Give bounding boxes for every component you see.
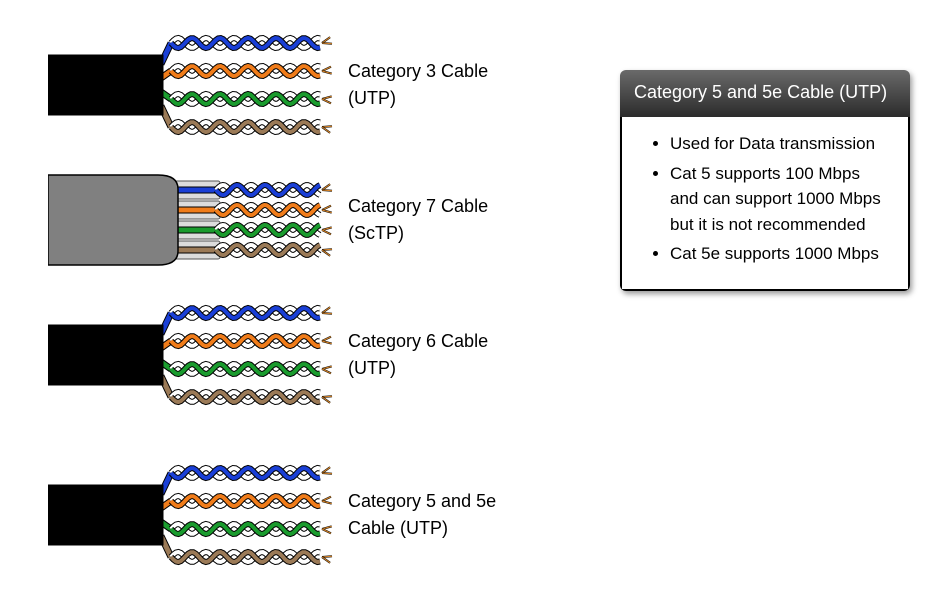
- cable-row: Category 6 Cable (UTP): [48, 290, 528, 420]
- info-card-bullet: Cat 5 supports 100 Mbps and can support …: [670, 161, 890, 238]
- cable-label: Category 3 Cable (UTP): [348, 58, 528, 112]
- info-card-bullet: Used for Data transmission: [670, 131, 890, 157]
- info-card-bullets: Used for Data transmission Cat 5 supports…: [652, 131, 890, 267]
- cable-row: Category 7 Cable (ScTP): [48, 160, 528, 280]
- info-card-title: Category 5 and 5e Cable (UTP): [620, 70, 910, 117]
- cable-row: Category 5 and 5e Cable (UTP): [48, 450, 528, 580]
- info-card-bullet: Cat 5e supports 1000 Mbps: [670, 241, 890, 267]
- info-card-body: Used for Data transmission Cat 5 supports…: [620, 117, 910, 291]
- cable-list: Category 3 Cable (UTP): [48, 20, 528, 590]
- cable-label: Category 7 Cable (ScTP): [348, 193, 528, 247]
- cable-label: Category 6 Cable (UTP): [348, 328, 528, 382]
- cable-row: Category 3 Cable (UTP): [48, 20, 528, 150]
- info-card: Category 5 and 5e Cable (UTP) Used for D…: [620, 70, 910, 291]
- cable-label: Category 5 and 5e Cable (UTP): [348, 488, 528, 542]
